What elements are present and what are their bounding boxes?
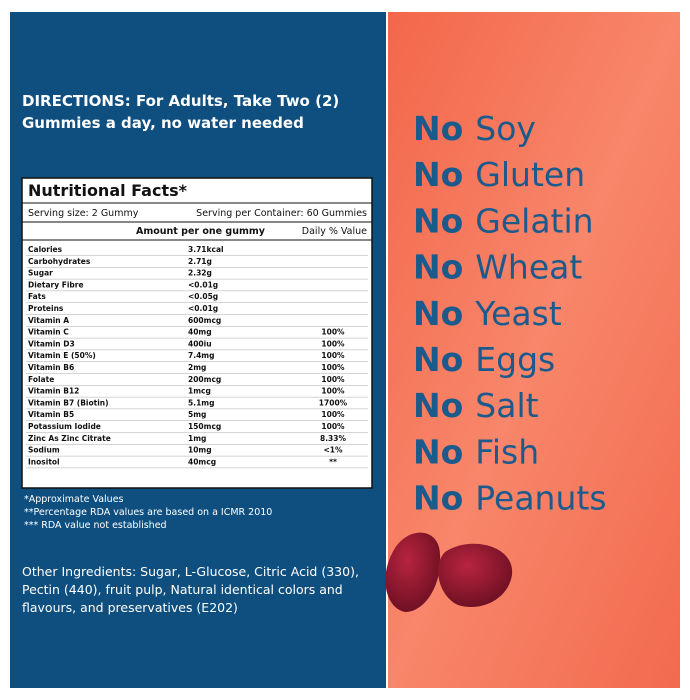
table-cell: 150mcg — [188, 422, 221, 431]
table-cell: Vitamin B6 — [28, 363, 74, 372]
free-from-item: No Yeast — [413, 294, 562, 333]
table-cell: 2mg — [188, 363, 206, 372]
table-cell: Vitamin B12 — [28, 387, 79, 396]
free-from-word: Soy — [475, 109, 536, 148]
table-cell: Vitamin C — [28, 328, 69, 337]
free-from-item: No Gluten — [413, 155, 585, 194]
footnote: *** RDA value not established — [24, 520, 167, 531]
footnote: *Approximate Values — [24, 494, 124, 505]
free-from-word: Salt — [475, 386, 538, 425]
table-cell: Dietary Fibre — [28, 280, 84, 289]
free-from-no: No — [413, 109, 463, 148]
table-cell: 1mg — [188, 434, 206, 443]
table-cell: 5mg — [188, 410, 206, 419]
table-cell: 100% — [321, 351, 345, 360]
table-cell: Proteins — [28, 304, 64, 313]
free-from-no: No — [413, 201, 463, 240]
free-from-item: No Wheat — [413, 248, 582, 287]
free-from-word: Gluten — [475, 155, 585, 194]
gummies — [385, 532, 513, 612]
table-cell: <0.01g — [188, 280, 218, 289]
free-from-no: No — [413, 248, 463, 287]
table-cell: 100% — [321, 363, 345, 372]
gummy — [385, 532, 441, 612]
gummy — [438, 543, 513, 607]
col-header: Daily % Value — [302, 226, 367, 237]
table-cell: Inositol — [28, 457, 60, 466]
table-cell: 1700% — [319, 398, 348, 407]
free-from-item: No Eggs — [413, 340, 555, 379]
free-from-no: No — [413, 294, 463, 333]
free-from-no: No — [413, 386, 463, 425]
col-header: Amount per one gummy — [136, 226, 266, 237]
free-from-item: No Salt — [413, 386, 539, 425]
free-from-item: No Soy — [413, 109, 536, 148]
directions-line: Gummies a day, no water needed — [22, 114, 304, 132]
table-cell: 2.32g — [188, 269, 212, 278]
table-cell: ** — [329, 457, 337, 466]
directions-line: DIRECTIONS: For Adults, Take Two (2) — [22, 92, 339, 110]
table-cell: <0.05g — [188, 292, 218, 301]
serving-size: Serving size: 2 Gummy — [28, 208, 139, 219]
ingredients-line: Other Ingredients: Sugar, L-Glucose, Cit… — [22, 564, 359, 579]
table-cell: 100% — [321, 387, 345, 396]
serving-count: Serving per Container: 60 Gummies — [196, 208, 367, 219]
free-from-word: Eggs — [475, 340, 555, 379]
table-cell: Vitamin D3 — [28, 339, 75, 348]
free-from-item: No Fish — [413, 432, 539, 471]
table-cell: 100% — [321, 422, 345, 431]
table-cell: Carbohydrates — [28, 257, 91, 266]
table-cell: 5.1mg — [188, 398, 214, 407]
table-cell: <0.01g — [188, 304, 218, 313]
table-cell: Vitamin A — [28, 316, 69, 325]
table-cell: 7.4mg — [188, 351, 214, 360]
free-from-item: No Gelatin — [413, 201, 594, 240]
footnote: **Percentage RDA values are based on a I… — [24, 507, 272, 518]
table-cell: 3.71kcal — [188, 245, 224, 254]
free-from-no: No — [413, 432, 463, 471]
free-from-word: Yeast — [474, 294, 561, 333]
table-cell: Fats — [28, 292, 46, 301]
table-cell: 100% — [321, 339, 345, 348]
ingredients-line: flavours, and preservatives (E202) — [22, 600, 238, 615]
table-cell: 100% — [321, 410, 345, 419]
table-cell: Sugar — [28, 269, 53, 278]
free-from-word: Wheat — [475, 248, 582, 287]
table-cell: Zinc As Zinc Citrate — [28, 434, 111, 443]
table-cell: 10mg — [188, 446, 212, 455]
table-cell: 40mg — [188, 328, 212, 337]
table-cell: 100% — [321, 375, 345, 384]
table-cell: Calories — [28, 245, 63, 254]
free-from-no: No — [413, 340, 463, 379]
table-cell: Vitamin B7 (Biotin) — [28, 398, 109, 407]
table-cell: 8.33% — [320, 434, 347, 443]
table-cell: 1mcg — [188, 387, 211, 396]
table-cell: Vitamin E (50%) — [28, 351, 96, 360]
table-cell: 400iu — [188, 339, 212, 348]
table-cell: 40mcg — [188, 457, 216, 466]
facts-table — [21, 177, 373, 489]
table-cell: Potassium Iodide — [28, 422, 101, 431]
table-title: Nutritional Facts* — [28, 181, 188, 200]
table-cell: <1% — [323, 446, 343, 455]
table-cell: 600mcg — [188, 316, 221, 325]
free-from-word: Peanuts — [475, 479, 606, 518]
table-cell: Folate — [28, 375, 54, 384]
free-from-word: Gelatin — [475, 201, 593, 240]
table-cell: 100% — [321, 328, 345, 337]
free-from-word: Fish — [475, 432, 539, 471]
free-from-no: No — [413, 479, 463, 518]
free-from-no: No — [413, 155, 463, 194]
table-cell: Sodium — [28, 446, 60, 455]
ingredients-line: Pectin (440), fruit pulp, Natural identi… — [22, 582, 343, 597]
table-cell: Vitamin B5 — [28, 410, 74, 419]
table-cell: 200mcg — [188, 375, 221, 384]
table-cell: 2.71g — [188, 257, 212, 266]
free-from-item: No Peanuts — [413, 479, 607, 518]
